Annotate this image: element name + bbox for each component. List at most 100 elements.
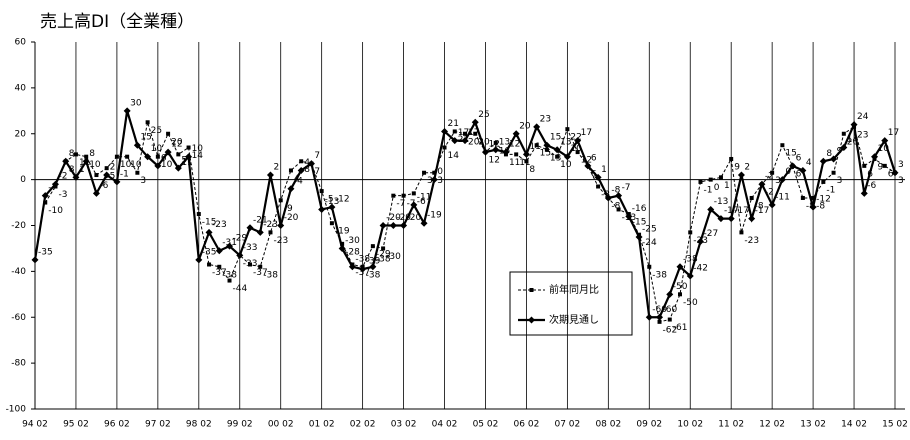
data-label: 5 (181, 156, 187, 166)
data-label: 15 (140, 133, 151, 143)
data-label: -7 (396, 199, 405, 209)
point-marker (266, 171, 274, 179)
data-label: -8 (611, 201, 620, 211)
data-label: -15 (632, 218, 647, 228)
x-tick-label: 15 02 (882, 420, 908, 430)
data-label: 22 (570, 133, 581, 143)
point-marker (389, 222, 397, 229)
data-label: 20 (478, 137, 490, 147)
point-marker (430, 176, 438, 184)
point-marker (463, 131, 467, 136)
point-marker (319, 189, 324, 194)
data-label: 14 (847, 135, 859, 145)
point-marker (268, 230, 273, 235)
point-marker (698, 179, 703, 184)
x-tick-label: 04 02 (432, 420, 458, 430)
data-label: -20 (407, 213, 422, 223)
data-label: 1 (79, 165, 85, 175)
point-marker (737, 171, 745, 179)
point-marker (338, 244, 346, 252)
data-label: 8 (304, 165, 310, 175)
legend-label: 次期見通し (549, 313, 599, 326)
point-marker (348, 263, 356, 271)
point-marker (809, 203, 817, 211)
data-label: -6 (417, 197, 426, 207)
point-marker (451, 137, 459, 145)
data-label: -28 (345, 247, 360, 257)
data-label: 6 (161, 153, 167, 163)
data-label: 23 (540, 114, 551, 124)
data-label: 3 (437, 176, 443, 186)
point-marker (256, 228, 264, 236)
point-marker (369, 263, 377, 271)
point-marker (174, 164, 182, 172)
data-label: -10 (48, 206, 63, 216)
data-label: -23 (263, 220, 278, 230)
data-label: -6 (99, 181, 108, 191)
x-tick-label: 02 02 (350, 420, 376, 430)
point-marker (686, 272, 694, 280)
point-marker (882, 163, 887, 168)
data-label: 8 (826, 149, 832, 159)
point-marker (155, 154, 160, 159)
data-label: -15 (202, 218, 217, 228)
data-label: -30 (386, 252, 401, 262)
x-tick-label: 97 02 (145, 420, 171, 430)
point-marker (831, 170, 836, 175)
data-label: 10 (130, 160, 142, 170)
data-label: 17 (468, 128, 479, 138)
point-marker (635, 233, 643, 241)
point-marker (840, 144, 848, 152)
point-marker (287, 185, 295, 193)
data-label: -50 (683, 298, 698, 308)
point-marker (278, 198, 283, 203)
data-label: 23 (857, 130, 868, 140)
data-label: -39 (366, 257, 381, 267)
point-marker (512, 130, 520, 138)
point-marker (625, 212, 633, 220)
point-marker (492, 146, 500, 154)
point-marker (62, 157, 70, 165)
data-label: 0 (714, 183, 720, 193)
data-label: 2 (110, 163, 116, 173)
data-label: 9 (734, 162, 740, 172)
point-marker (144, 153, 152, 161)
point-marker (596, 184, 601, 189)
legend (509, 271, 633, 336)
x-tick-label: 05 02 (473, 420, 499, 430)
x-tick-label: 09 02 (636, 420, 662, 430)
data-label: -11 (775, 192, 790, 202)
point-marker (196, 212, 201, 217)
data-label: 2 (744, 163, 750, 173)
point-marker (41, 192, 49, 200)
data-label: -35 (38, 247, 53, 257)
data-label: -16 (632, 204, 647, 214)
data-label: -23 (212, 220, 227, 230)
point-marker (185, 153, 193, 161)
point-marker (135, 170, 140, 175)
data-label: 12 (509, 140, 520, 150)
point-marker (299, 159, 304, 164)
data-label: 5 (110, 172, 116, 182)
data-label: -60 (663, 305, 678, 315)
data-label: 1 (724, 181, 730, 191)
point-marker (381, 246, 386, 251)
data-label: -9 (284, 204, 293, 214)
point-marker (534, 143, 539, 148)
data-label: 14 (192, 151, 204, 161)
data-label: 17 (458, 128, 469, 138)
point-marker (584, 162, 592, 170)
data-label: 10 (570, 144, 582, 154)
x-tick-label: 12 02 (759, 420, 785, 430)
point-marker (821, 179, 826, 184)
data-label: -42 (693, 263, 708, 273)
y-tick-label: -40 (11, 267, 26, 277)
data-label: -1 (826, 185, 835, 195)
data-label: 3 (427, 176, 433, 186)
data-label: 20 (847, 137, 859, 147)
point-marker (657, 319, 662, 324)
point-marker (31, 256, 39, 264)
data-label: 12 (171, 140, 182, 150)
data-label: 6 (591, 153, 597, 163)
point-marker (94, 173, 99, 178)
